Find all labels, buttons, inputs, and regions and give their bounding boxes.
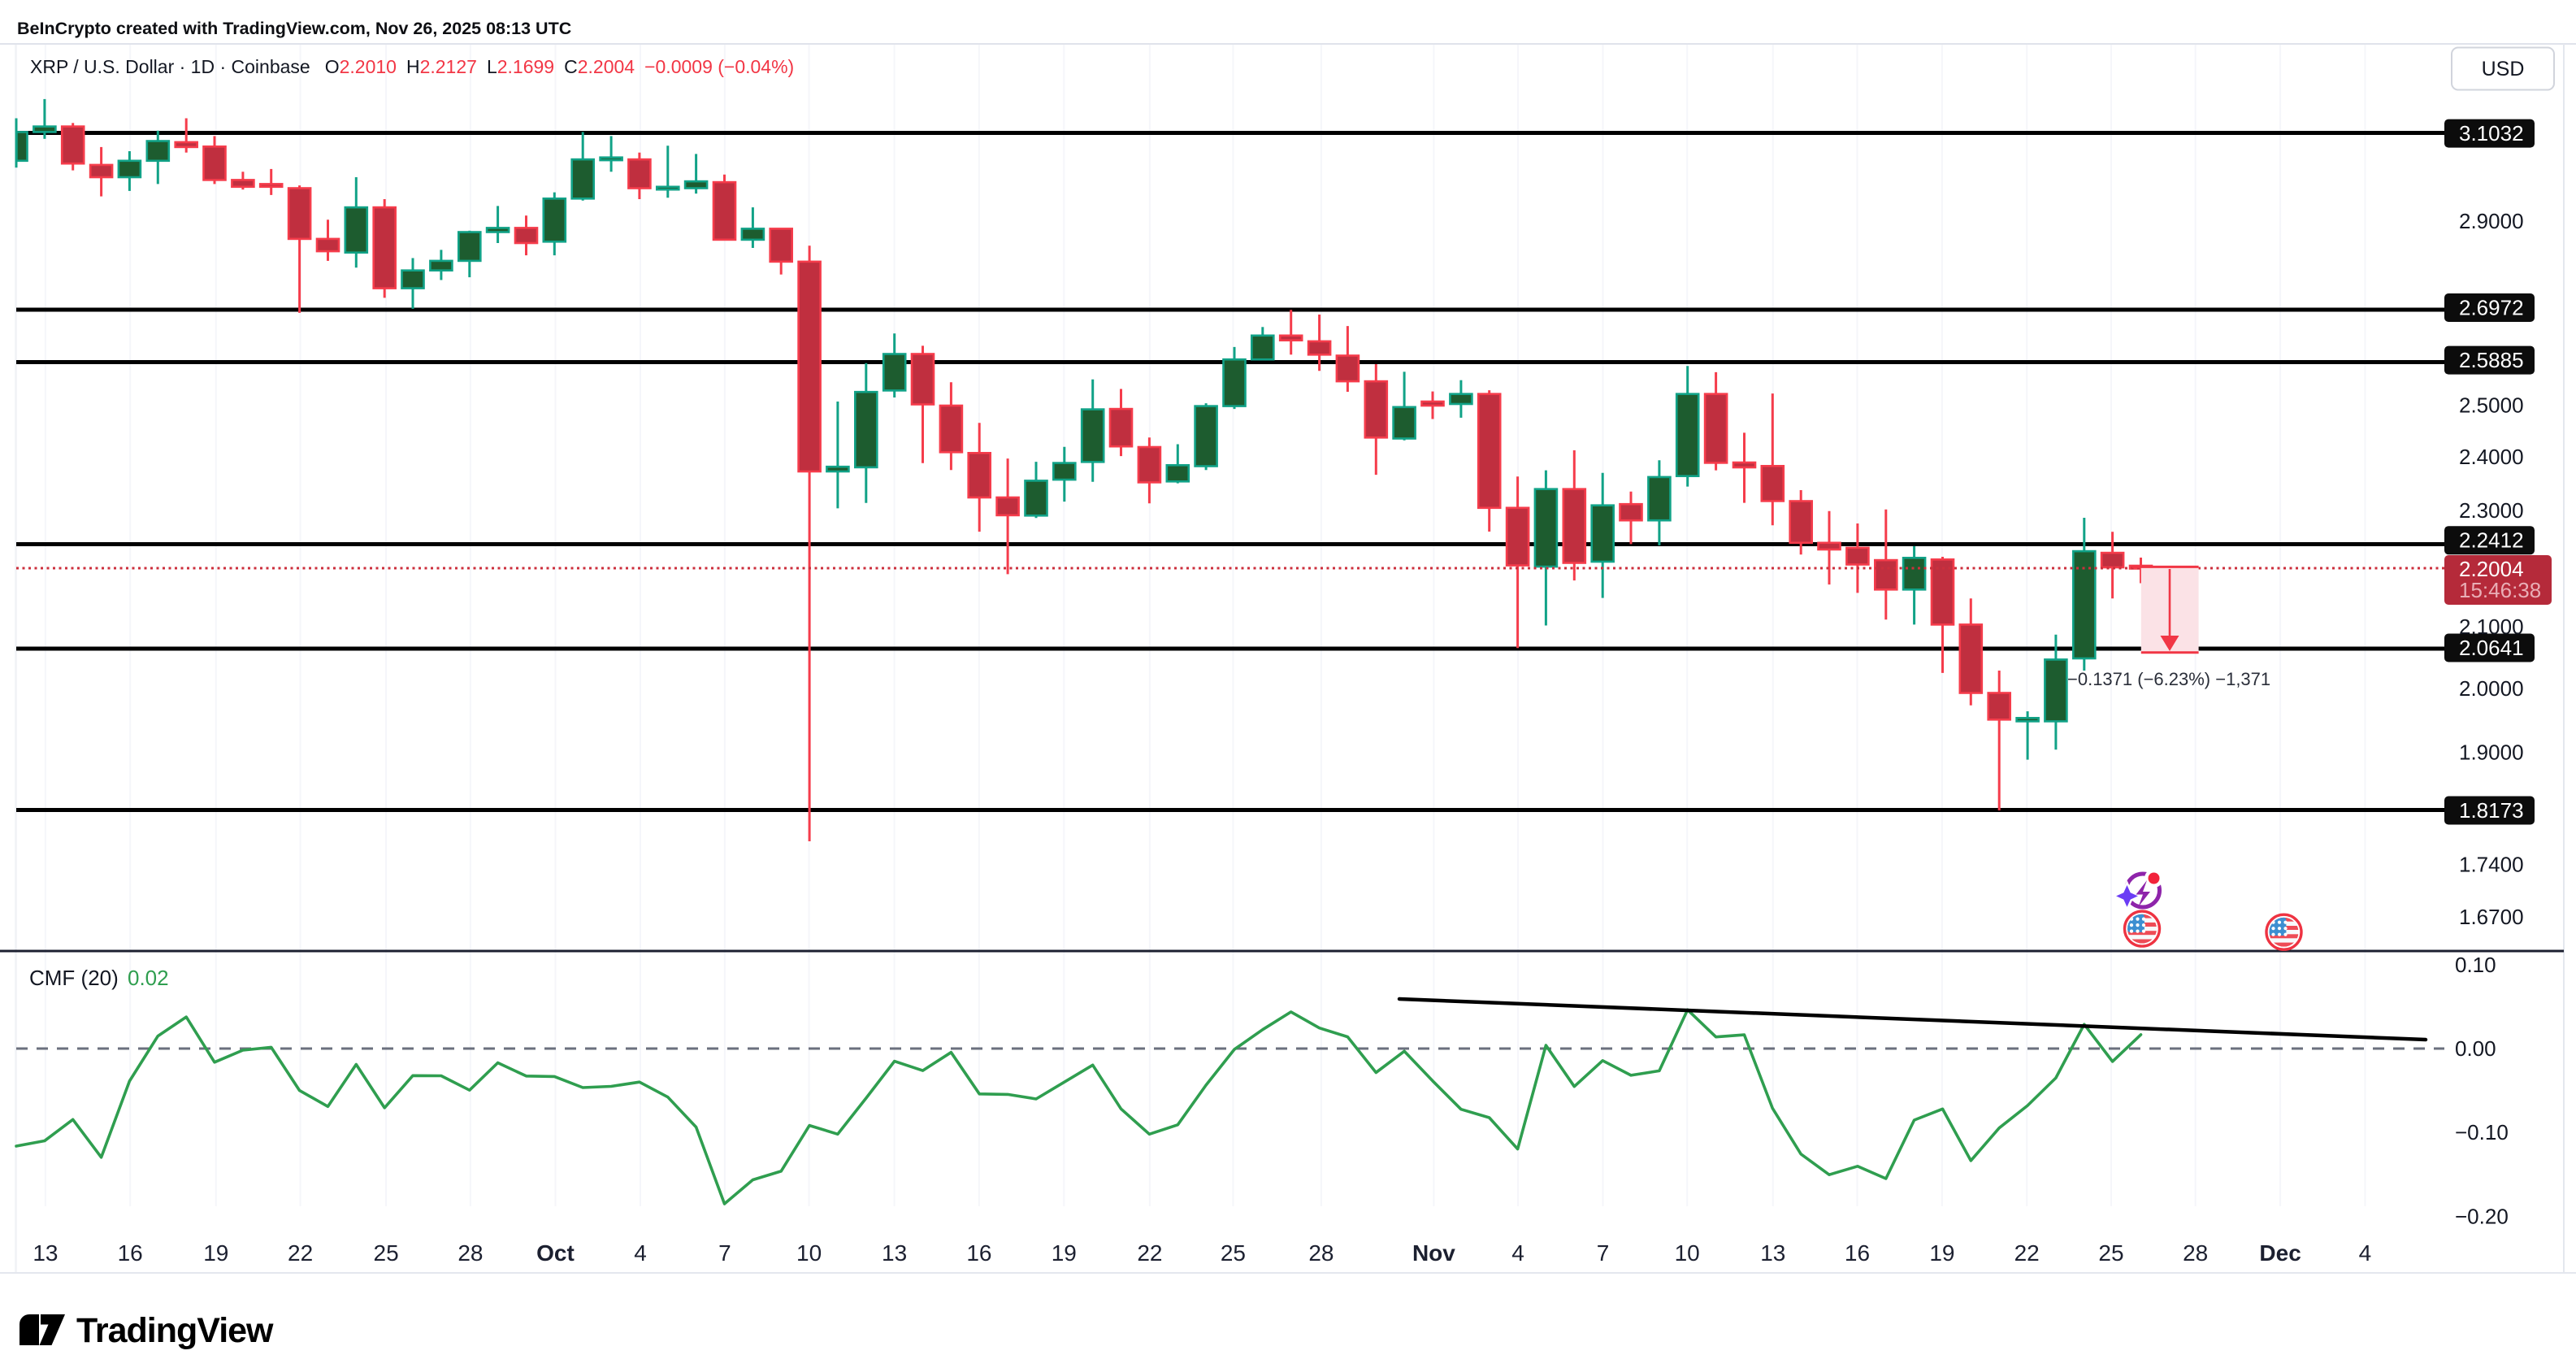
svg-text:10: 10 xyxy=(796,1240,822,1266)
svg-text:7: 7 xyxy=(1597,1240,1610,1266)
svg-text:19: 19 xyxy=(1052,1240,1077,1266)
svg-text:16: 16 xyxy=(118,1240,143,1266)
svg-text:19: 19 xyxy=(203,1240,228,1266)
svg-text:25: 25 xyxy=(2098,1240,2123,1266)
svg-text:−0.20: −0.20 xyxy=(2455,1204,2509,1228)
svg-text:0.10: 0.10 xyxy=(2455,953,2496,977)
svg-text:1.9000: 1.9000 xyxy=(2459,740,2524,765)
svg-text:2.0641: 2.0641 xyxy=(2459,636,2524,660)
svg-text:−0.1371 (−6.23%) −1,371: −0.1371 (−6.23%) −1,371 xyxy=(2067,669,2270,689)
svg-text:13: 13 xyxy=(33,1240,58,1266)
svg-text:25: 25 xyxy=(1221,1240,1246,1266)
svg-text:16: 16 xyxy=(966,1240,991,1266)
svg-text:22: 22 xyxy=(2014,1240,2040,1266)
svg-text:Oct: Oct xyxy=(536,1240,575,1266)
svg-text:XRP / U.S. Dollar · 1D · Coinb: XRP / U.S. Dollar · 1D · Coinbase O2.2010… xyxy=(30,56,794,77)
svg-text:10: 10 xyxy=(1675,1240,1700,1266)
svg-text:0.00: 0.00 xyxy=(2455,1036,2496,1061)
svg-text:1.7400: 1.7400 xyxy=(2459,853,2524,877)
svg-text:CMF (20): CMF (20) xyxy=(29,966,119,990)
svg-text:TradingView: TradingView xyxy=(76,1311,274,1350)
svg-text:2.2004: 2.2004 xyxy=(2459,557,2524,581)
svg-text:7: 7 xyxy=(718,1240,731,1266)
svg-text:3.1032: 3.1032 xyxy=(2459,121,2524,145)
svg-text:4: 4 xyxy=(634,1240,647,1266)
svg-text:28: 28 xyxy=(2183,1240,2208,1266)
svg-text:2.4000: 2.4000 xyxy=(2459,445,2524,469)
svg-text:2.3000: 2.3000 xyxy=(2459,498,2524,523)
svg-text:USD: USD xyxy=(2482,58,2525,80)
svg-text:2.9000: 2.9000 xyxy=(2459,209,2524,233)
svg-text:28: 28 xyxy=(458,1240,483,1266)
svg-text:13: 13 xyxy=(882,1240,907,1266)
svg-text:Dec: Dec xyxy=(2259,1240,2301,1266)
svg-text:16: 16 xyxy=(1845,1240,1870,1266)
svg-text:13: 13 xyxy=(1760,1240,1785,1266)
svg-text:19: 19 xyxy=(1929,1240,1954,1266)
svg-text:25: 25 xyxy=(374,1240,399,1266)
svg-text:2.2412: 2.2412 xyxy=(2459,528,2524,553)
svg-text:22: 22 xyxy=(288,1240,313,1266)
svg-text:2.0000: 2.0000 xyxy=(2459,676,2524,701)
svg-text:2.6972: 2.6972 xyxy=(2459,296,2524,320)
svg-text:2.1000: 2.1000 xyxy=(2459,615,2524,639)
svg-text:Nov: Nov xyxy=(1412,1240,1455,1266)
svg-text:1.6700: 1.6700 xyxy=(2459,905,2524,929)
svg-text:2.5885: 2.5885 xyxy=(2459,348,2524,372)
svg-text:4: 4 xyxy=(1511,1240,1524,1266)
svg-text:1.8173: 1.8173 xyxy=(2459,798,2524,823)
svg-text:15:46:38: 15:46:38 xyxy=(2459,578,2541,602)
svg-text:4: 4 xyxy=(2359,1240,2372,1266)
svg-text:22: 22 xyxy=(1137,1240,1162,1266)
svg-text:BeInCrypto created with Tradin: BeInCrypto created with TradingView.com,… xyxy=(17,19,571,38)
svg-text:−0.10: −0.10 xyxy=(2455,1120,2509,1144)
svg-text:0.02: 0.02 xyxy=(128,966,169,990)
svg-text:2.5000: 2.5000 xyxy=(2459,393,2524,418)
svg-text:28: 28 xyxy=(1308,1240,1334,1266)
